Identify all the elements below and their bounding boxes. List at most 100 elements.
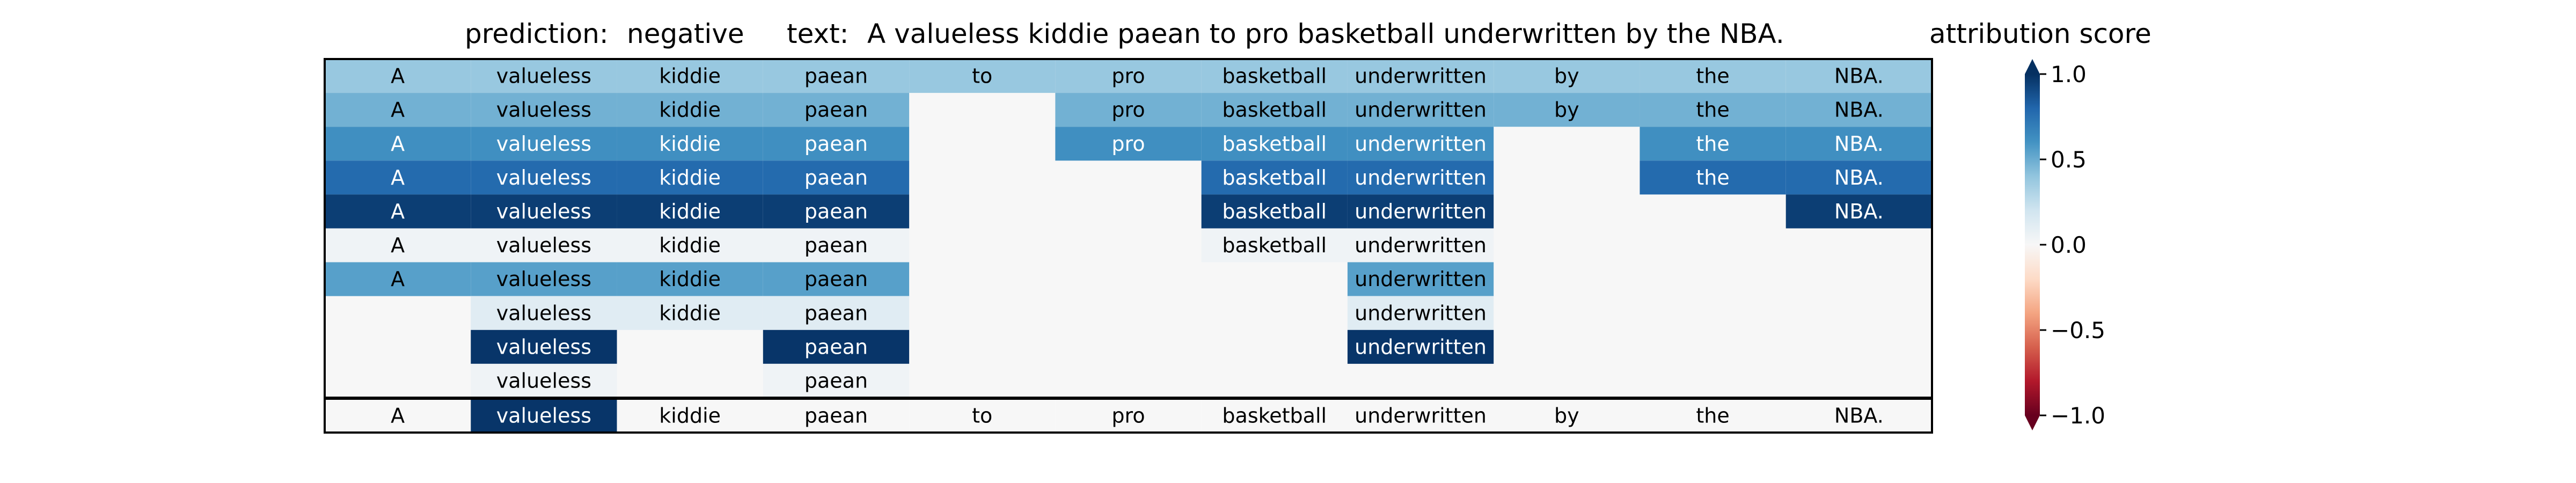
heatmap-cell [1347, 296, 1494, 330]
heatmap-cell [909, 59, 1056, 93]
heatmap-cell [471, 262, 617, 296]
heatmap-cell [1055, 59, 1202, 93]
summary-cell [617, 399, 763, 433]
summary-cell [909, 399, 1056, 433]
cell-token-label: basketball [1222, 200, 1327, 223]
cell-token-label: paean [804, 267, 868, 291]
colorbar-tick-label: 0.0 [2051, 232, 2087, 258]
cell-token-label: A [391, 267, 405, 291]
summary-cell [1785, 399, 1932, 433]
heatmap-cell [1640, 93, 1786, 127]
heatmap-cell [325, 228, 471, 262]
heatmap-cell [1494, 93, 1640, 127]
heatmap-cell [325, 127, 471, 161]
heatmap-cell [471, 330, 617, 364]
colorbar-extend-top [2025, 59, 2040, 74]
cell-token-label: NBA. [1834, 166, 1884, 189]
heatmap-cell [325, 160, 471, 195]
heatmap-cell [1785, 59, 1932, 93]
heatmap-cell [1347, 330, 1494, 364]
heatmap-cell [1201, 93, 1348, 127]
cell-token-label: valueless [496, 166, 591, 189]
cell-token-label: underwritten [1355, 64, 1487, 88]
heatmap-cell [1785, 93, 1932, 127]
cell-token-label: paean [804, 200, 868, 223]
cell-token-label: underwritten [1355, 233, 1487, 257]
cell-token-label: NBA. [1834, 200, 1884, 223]
heatmap-cell [1785, 194, 1932, 229]
heatmap-cell [1347, 93, 1494, 127]
cell-token-label: paean [804, 166, 868, 189]
heatmap-cell [1201, 160, 1348, 195]
colorbar-tick-label: 0.5 [2051, 147, 2087, 173]
heatmap-cell [325, 93, 471, 127]
heatmap-cell [1347, 262, 1494, 296]
summary-token-label: underwritten [1355, 404, 1487, 428]
summary-token-label: basketball [1222, 404, 1327, 428]
heatmap-cell [617, 262, 763, 296]
cell-token-label: underwritten [1355, 98, 1487, 122]
cell-token-label: underwritten [1355, 267, 1487, 291]
summary-token-label: kiddie [659, 404, 721, 428]
cell-token-label: valueless [496, 233, 591, 257]
prediction-value: negative [627, 18, 744, 49]
heatmap-cell [1055, 127, 1202, 161]
cell-token-label: A [391, 98, 405, 122]
heatmap-cell [471, 59, 617, 93]
heatmap-cell [763, 59, 910, 93]
cell-token-label: the [1696, 132, 1729, 156]
summary-token-label: to [972, 404, 992, 428]
heatmap-cell [1347, 59, 1494, 93]
heatmap-cell [471, 194, 617, 229]
summary-token-label: A [391, 404, 405, 428]
heatmap-cell [617, 59, 763, 93]
heatmap-cell [1347, 160, 1494, 195]
cell-token-label: paean [804, 301, 868, 325]
cell-token-label: pro [1111, 64, 1145, 88]
cell-token-label: valueless [496, 267, 591, 291]
cell-token-label: valueless [496, 335, 591, 358]
cell-token-label: to [972, 64, 992, 88]
heatmap-cell [763, 194, 910, 229]
heatmap-cell [1347, 194, 1494, 229]
heatmap-cell [763, 127, 910, 161]
text-value: A valueless kiddie paean to pro basketba… [867, 18, 1784, 49]
cell-token-label: kiddie [659, 64, 721, 88]
cell-token-label: kiddie [659, 301, 721, 325]
cell-token-label: valueless [496, 200, 591, 223]
summary-cell [325, 399, 471, 433]
heatmap-cell [471, 93, 617, 127]
cell-token-label: valueless [496, 301, 591, 325]
cell-token-label: kiddie [659, 166, 721, 189]
text-label: text: [787, 18, 849, 49]
heatmap-cell [763, 160, 910, 195]
summary-cell [1347, 399, 1494, 433]
cell-token-label: the [1696, 64, 1729, 88]
heatmap-cell [1640, 59, 1786, 93]
cell-token-label: NBA. [1834, 98, 1884, 122]
heatmap-cell [1494, 59, 1640, 93]
prediction-label: prediction: [465, 18, 609, 49]
colorbar [2025, 59, 2040, 430]
heatmap-cell [1201, 194, 1348, 229]
cell-token-label: the [1696, 98, 1729, 122]
heatmap-cell [1201, 228, 1348, 262]
heatmap-cell [763, 363, 910, 398]
heatmap-cell [325, 194, 471, 229]
cell-token-label: pro [1111, 98, 1145, 122]
cell-token-label: A [391, 132, 405, 156]
cell-token-label: paean [804, 64, 868, 88]
cell-token-label: paean [804, 132, 868, 156]
summary-token-label: NBA. [1834, 404, 1884, 428]
heatmap-cell [763, 262, 910, 296]
heatmap-cell [1201, 127, 1348, 161]
heatmap-cell [1785, 127, 1932, 161]
heatmap-cell [1201, 59, 1348, 93]
colorbar-tick-label: 1.0 [2051, 61, 2087, 87]
colorbar-ticks: 1.0 0.5 0.0 −0.5 −1.0 [2040, 61, 2105, 429]
cell-token-label: paean [804, 335, 868, 358]
heatmap-cell [1347, 228, 1494, 262]
summary-cell [1640, 399, 1786, 433]
